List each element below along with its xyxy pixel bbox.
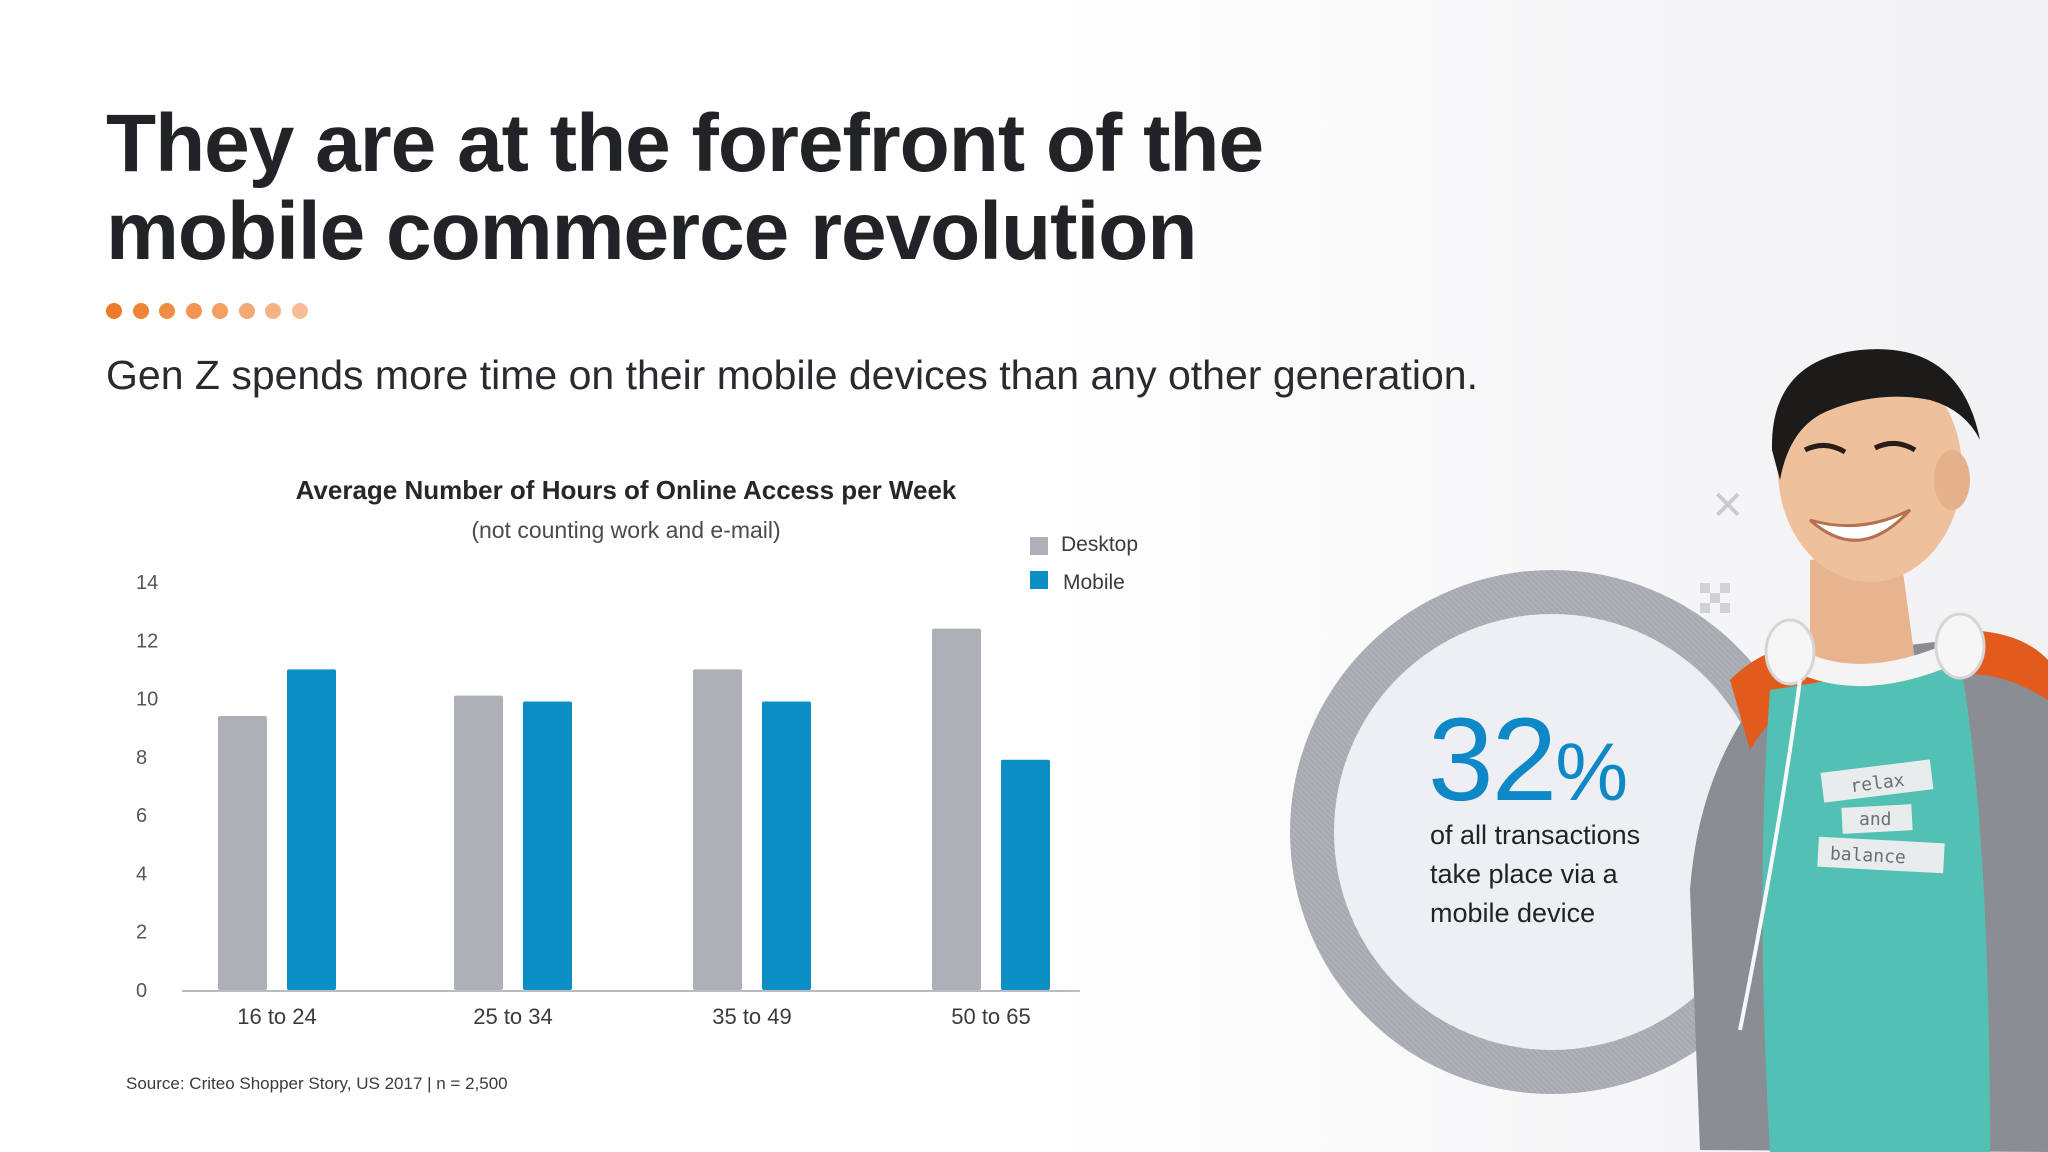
bar-mobile-3 — [762, 701, 811, 990]
x-tick-label: 25 to 34 — [473, 1004, 553, 1029]
decorative-dot — [159, 303, 175, 319]
page-subtitle: Gen Z spends more time on their mobile d… — [106, 352, 1478, 398]
shirt-text-2: and — [1859, 809, 1892, 830]
bar-desktop-1 — [218, 716, 267, 990]
headphone-cable — [1738, 679, 1802, 1031]
legend-swatch-mobile — [1030, 571, 1048, 589]
chart-title: Average Number of Hours of Online Access… — [296, 475, 957, 505]
title-line-1: They are at the forefront of the — [106, 98, 1264, 189]
y-tick-label: 4 — [136, 863, 147, 885]
headphone-left — [1764, 618, 1816, 686]
bars-group — [218, 628, 1050, 990]
title-line-2: mobile commerce revolution — [106, 186, 1197, 277]
y-tick-label: 14 — [136, 572, 158, 594]
x-tick-label: 16 to 24 — [237, 1004, 317, 1029]
shirt-text-3: balance — [1829, 843, 1906, 868]
x-tick-label: 50 to 65 — [951, 1004, 1031, 1029]
y-tick-label: 0 — [136, 980, 147, 1002]
decorative-checker-icon — [1700, 583, 1730, 613]
ear — [1934, 450, 1970, 510]
bar-chart: Average Number of Hours of Online Access… — [126, 475, 1138, 1093]
t-shirt — [1762, 660, 1990, 1152]
legend-swatch-desktop — [1030, 537, 1048, 555]
decorative-dot — [238, 303, 255, 319]
decorative-dot-row — [106, 303, 318, 319]
decorative-x-icon: ✕ — [1711, 484, 1745, 528]
stat-caption-line-3: mobile device — [1430, 898, 1596, 928]
stat-caption: of all transactions take place via a mob… — [1430, 816, 1690, 933]
decorative-dot — [185, 303, 202, 319]
x-axis: 16 to 24 25 to 34 35 to 49 50 to 65 — [237, 1004, 1031, 1029]
neck — [1810, 550, 1915, 677]
decorative-dot — [106, 303, 122, 319]
smile — [1808, 508, 1912, 542]
eye-right — [1873, 441, 1917, 453]
page-title: They are at the forefront of the mobile … — [106, 100, 1406, 276]
y-tick-label: 2 — [136, 922, 147, 944]
bar-desktop-4 — [932, 628, 981, 990]
legend-label-desktop: Desktop — [1061, 533, 1138, 556]
legend: Desktop Mobile — [1030, 533, 1138, 594]
x-tick-label: 35 to 49 — [712, 1004, 792, 1029]
headphone-right — [1934, 612, 1986, 680]
stat-caption-line-1: of all transactions — [1430, 820, 1641, 850]
hair — [1771, 349, 1980, 480]
y-tick-label: 6 — [136, 805, 147, 827]
stat-number: 32 — [1428, 694, 1557, 826]
decorative-dot — [265, 303, 281, 319]
source-note: Source: Criteo Shopper Story, US 2017 | … — [126, 1074, 508, 1093]
y-tick-label: 10 — [136, 689, 158, 711]
bar-desktop-2 — [454, 695, 503, 990]
decorative-dot — [212, 303, 228, 319]
bar-mobile-4 — [1001, 759, 1050, 990]
shirt-print-bg-1 — [1820, 759, 1934, 803]
stat-unit: % — [1555, 727, 1628, 818]
bar-mobile-1 — [287, 669, 336, 990]
bar-mobile-2 — [523, 701, 572, 990]
y-tick-label: 8 — [136, 747, 147, 769]
chart-subtitle: (not counting work and e-mail) — [471, 517, 780, 543]
decorative-dot — [132, 303, 149, 319]
y-axis: 0 2 4 6 8 10 12 14 — [136, 572, 158, 1002]
y-tick-label: 12 — [136, 630, 158, 652]
person-photo: relax and balance — [1690, 349, 2048, 1152]
decorative-dot — [291, 303, 308, 319]
eye-left — [1803, 443, 1847, 455]
stat-value: 32% — [1428, 700, 1628, 833]
shirt-print-bg-2 — [1841, 804, 1913, 834]
bar-desktop-3 — [693, 669, 742, 990]
legend-label-mobile: Mobile — [1063, 571, 1125, 594]
shirt-print-bg-3 — [1817, 836, 1945, 874]
stat-caption-line-2: take place via a — [1430, 859, 1618, 889]
